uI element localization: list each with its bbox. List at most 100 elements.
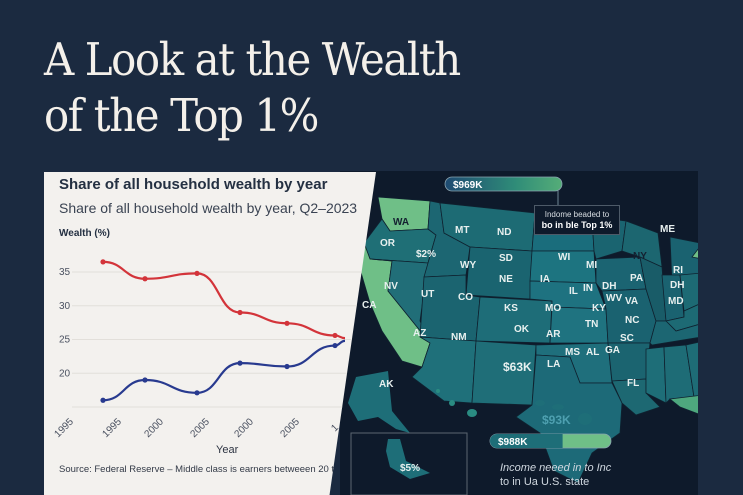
state-ms[interactable] (645, 346, 667, 404)
x-tick-label: 1995 (100, 416, 124, 440)
x-tick-label: 2005 (278, 416, 302, 440)
state-tn[interactable] (649, 319, 698, 346)
label-in: IN (583, 283, 593, 294)
data-point-top (142, 276, 148, 282)
label-me: ME (660, 224, 675, 235)
tooltip-line-1: Indome beaded to (544, 210, 610, 219)
title-line-1: A Look at the Wealth (44, 33, 461, 86)
label-mi: MI (586, 260, 597, 271)
label-nd: ND (497, 227, 511, 238)
x-axis-label: Year (216, 444, 239, 456)
label-oh: DH (602, 281, 616, 292)
label-mo: MO (545, 303, 561, 314)
label-pa: PA (630, 273, 643, 284)
label-texas-value: $63K (503, 360, 532, 374)
inset-box (350, 432, 468, 495)
note-line-2: to in Ua U.S. state (500, 476, 590, 488)
series-line-middle (102, 339, 346, 402)
label-ok: OK (514, 324, 530, 335)
x-tick-label: 2000 (232, 416, 256, 440)
state-tx[interactable] (515, 354, 623, 484)
data-point-middle (237, 360, 243, 366)
tooltip: Indome beaded to bo in ble Top 1% (534, 205, 620, 235)
label-ak: AK (379, 379, 394, 390)
top-pill (444, 176, 563, 192)
y-tick-label: 20 (59, 368, 71, 379)
label-idaho-value: $2% (416, 249, 436, 260)
data-point-middle (142, 377, 148, 383)
label-co: CO (458, 292, 473, 303)
label-inset-value: $5% (400, 463, 420, 474)
label-sc: SC (620, 333, 634, 344)
label-or: OR (380, 238, 396, 249)
label-la: LA (547, 359, 560, 370)
label-az: AZ (413, 328, 426, 339)
title-line-2: of the Top 1% (44, 89, 319, 142)
chart-source: Source: Federal Reserve – Middle class i… (59, 464, 351, 475)
label-wy: WY (460, 260, 476, 271)
label-ia: IA (540, 274, 550, 285)
y-tick-label: 25 (59, 335, 71, 346)
us-map: WA OR CA NV MT WY UT CO AZ NM ND SD NE K… (348, 176, 698, 495)
state-fl[interactable] (669, 393, 698, 449)
inset-island (386, 439, 430, 479)
label-ms: MS (565, 347, 580, 358)
data-point-top (237, 309, 243, 316)
note-line-1: Income neeed in to Inc (500, 462, 612, 474)
label-wv: WV (606, 293, 622, 304)
state-ny[interactable] (691, 227, 698, 259)
state-oh[interactable] (679, 272, 698, 312)
bottom-pill-value: $988K (498, 437, 528, 448)
map-note: Income neeed in to Inc to in Ua U.S. sta… (500, 461, 611, 489)
label-ga: GA (605, 345, 620, 356)
state-ga[interactable] (685, 341, 698, 398)
chart-card: Share of all household wealth by year Sh… (44, 172, 376, 495)
label-ut: UT (421, 289, 434, 300)
y-tick-label: 35 (59, 267, 71, 278)
data-point-middle (284, 363, 290, 370)
bottom-pill-fill (490, 434, 563, 448)
data-point-top (284, 320, 290, 326)
state-mi[interactable] (669, 236, 698, 284)
chart-title: Share of all household wealth by year (59, 176, 328, 193)
label-al: AL (586, 347, 599, 358)
label-dh: DH (670, 280, 684, 291)
label-ny: NY (633, 251, 647, 262)
label-nm: NM (451, 332, 467, 343)
data-point-middle (100, 397, 106, 403)
label-hawaii-value: $93K (542, 413, 571, 427)
label-sd: SD (499, 253, 513, 264)
state-ak[interactable] (348, 371, 410, 433)
y-axis-label: Wealth (%) (59, 228, 110, 239)
label-ri: RI (673, 265, 683, 276)
top-pill-value: $969K (453, 180, 483, 191)
label-wa: WA (393, 217, 409, 228)
label-mt: MT (455, 225, 469, 236)
label-wi: WI (558, 252, 570, 263)
series-line-top (102, 260, 346, 340)
data-point-top (100, 259, 106, 265)
label-md: MD (668, 296, 684, 307)
map-panel: WA OR CA NV MT WY UT CO AZ NM ND SD NE K… (340, 171, 698, 495)
label-ca: CA (362, 300, 376, 311)
label-va: VA (625, 296, 638, 307)
label-ne: NE (499, 274, 513, 285)
data-point-middle (194, 390, 200, 396)
page-title: A Look at the Wealth of the Top 1% (44, 32, 461, 144)
tooltip-line-2: bo in ble Top 1% (541, 220, 613, 230)
label-nc: NC (625, 315, 639, 326)
label-nv: NV (384, 281, 398, 292)
data-point-top (194, 270, 200, 276)
x-tick-label: 2000 (142, 416, 166, 440)
label-ar: AR (546, 329, 561, 340)
data-point-middle (332, 342, 338, 349)
label-il: IL (569, 286, 578, 297)
y-tick-label: 30 (59, 301, 71, 312)
gulf-islands (535, 400, 592, 425)
x-tick-label: 2005 (188, 416, 212, 440)
label-ky: KY (592, 303, 606, 314)
hawaii-islands (436, 389, 477, 417)
label-ks: KS (504, 303, 518, 314)
x-tick-label: 1995 (52, 416, 76, 440)
